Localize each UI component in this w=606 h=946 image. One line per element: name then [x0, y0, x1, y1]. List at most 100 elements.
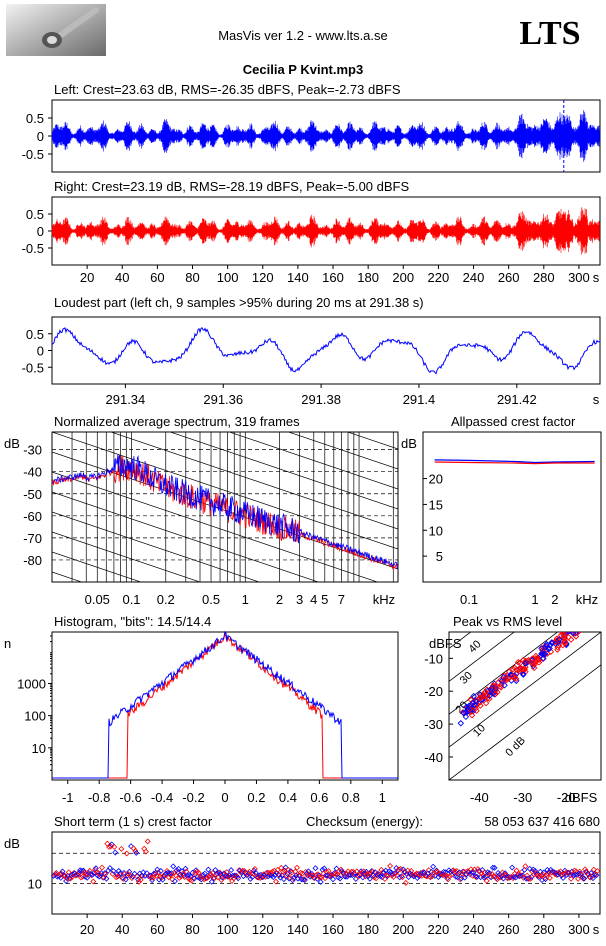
crest-point — [316, 872, 322, 879]
x-tick-label: 60 — [150, 922, 164, 937]
scatter-point — [472, 705, 479, 712]
crest-point — [522, 863, 529, 870]
x-tick-label: 120 — [252, 922, 274, 937]
scatter-point — [577, 625, 582, 630]
crest-point — [491, 864, 498, 871]
x-tick-label: 160 — [322, 270, 344, 285]
crest-point — [330, 876, 336, 883]
crest-point — [135, 878, 142, 885]
waveform-trace — [51, 110, 600, 162]
scatter-point — [578, 623, 583, 628]
crest-point — [250, 870, 257, 877]
crest-point — [106, 865, 113, 872]
crest-point — [560, 874, 567, 881]
scatter-point — [574, 622, 579, 627]
crest-point — [540, 869, 547, 876]
x-tick-label: 4 — [310, 592, 317, 607]
crest-point — [430, 863, 437, 870]
y-tick-label: 10 — [32, 741, 46, 756]
leftwaveform-panel: Left: Crest=23.63 dB, RMS=-26.35 dBFS, P… — [22, 82, 601, 173]
scatter-point — [578, 626, 583, 631]
crest-point — [583, 868, 590, 875]
scatter-point — [573, 626, 578, 631]
crest-point — [575, 875, 582, 882]
crest-point — [256, 872, 263, 879]
crest-point — [302, 868, 309, 875]
crest-point — [56, 871, 63, 878]
x-tick-label: 2 — [551, 592, 558, 607]
x-tick-label: -0.4 — [151, 790, 173, 805]
crest-point — [447, 868, 454, 875]
crest-point — [559, 871, 566, 878]
crest-point — [578, 871, 585, 878]
crest-point — [141, 845, 148, 852]
crest-point — [165, 874, 172, 881]
scatter-point — [462, 708, 469, 716]
crest-point — [460, 868, 466, 875]
scatter-point — [580, 618, 585, 623]
x-tick-label: 0.05 — [85, 592, 110, 607]
y-tick-label: 0 — [37, 224, 44, 239]
crest-point — [561, 867, 568, 874]
x-tick-label: 100 — [217, 922, 239, 937]
y-tick-label: 5 — [436, 549, 443, 564]
scatter-point — [475, 695, 483, 702]
scatter-point — [489, 690, 497, 697]
crest-point — [128, 875, 135, 882]
x-tick-label: 140 — [287, 922, 309, 937]
slope-line — [169, 432, 398, 510]
y-tick-label: -60 — [23, 509, 42, 524]
scatter-point — [470, 692, 477, 700]
crest-point — [568, 868, 575, 875]
crest-point — [257, 875, 264, 881]
crest-point — [249, 874, 256, 881]
crest-point — [494, 876, 501, 883]
crest-point — [382, 867, 389, 874]
slope-line — [110, 432, 398, 530]
crest-point — [326, 873, 333, 880]
scatter-point — [519, 670, 527, 677]
app-title: MasVis ver 1.2 - www.lts.a.se — [218, 28, 388, 43]
scatter-point — [528, 655, 536, 662]
crest-point — [157, 868, 164, 874]
scatter-point — [570, 624, 575, 629]
scatter-point — [482, 699, 490, 707]
plot-frame — [422, 431, 602, 583]
y-tick-label: 0 — [37, 344, 44, 359]
crest-diagonal-label: 0 dB — [503, 735, 527, 759]
left-histogram-trace — [52, 630, 398, 779]
crest-point — [131, 870, 138, 877]
spectrum-traces — [52, 454, 398, 571]
crest-diagonal-label: 10 — [471, 722, 488, 739]
crest-point — [170, 863, 177, 870]
scatter-point — [511, 674, 518, 682]
scatter-point — [538, 645, 545, 652]
x-tick-label: 160 — [322, 922, 344, 937]
x-tick-label: 0.2 — [247, 790, 265, 805]
left-curve-trace — [434, 459, 595, 464]
crest-point — [279, 872, 286, 879]
y-tick-label: -30 — [424, 717, 443, 732]
crest-point — [474, 866, 481, 873]
crest-diagonal — [449, 632, 601, 748]
x-tick-label: 3 — [296, 592, 303, 607]
crest-point — [204, 874, 211, 881]
y-tick-label: 20 — [429, 472, 443, 487]
scatter-point — [477, 702, 484, 709]
crest-point — [321, 865, 328, 872]
crest-point — [269, 868, 276, 875]
x-tick-label: 260 — [498, 270, 520, 285]
x-tick-label: 280 — [533, 270, 555, 285]
y-tick-label: 0 — [37, 129, 44, 144]
slope-line — [52, 432, 398, 550]
crest-point — [270, 874, 277, 881]
crest-point — [175, 865, 182, 872]
y-tick-label: 10 — [28, 877, 42, 892]
crest-point — [277, 874, 284, 881]
plot-frame — [448, 631, 602, 781]
crest-point — [580, 875, 587, 882]
crest-diagonal-label: 40 — [467, 638, 484, 655]
crest-point — [513, 867, 520, 874]
crest-point — [297, 869, 304, 876]
